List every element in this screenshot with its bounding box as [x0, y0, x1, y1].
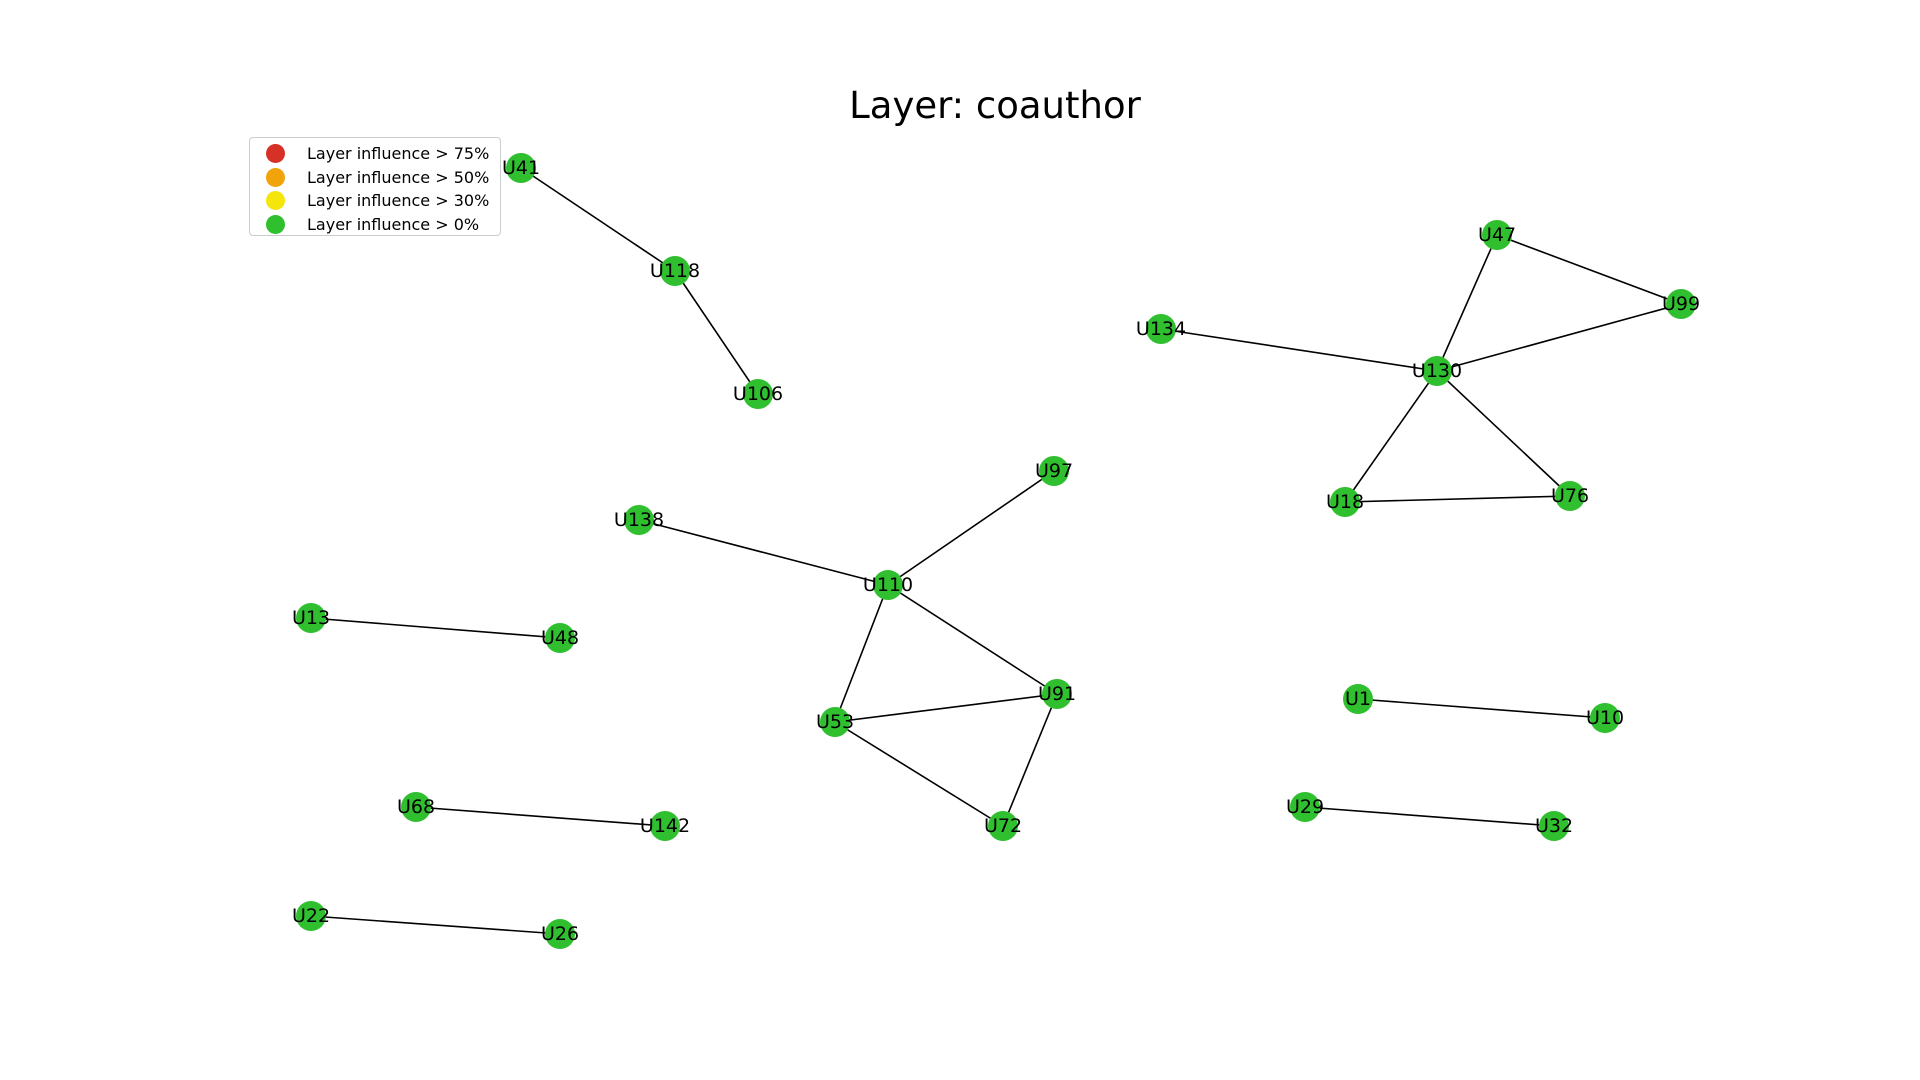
legend-item: Layer influence > 30%: [250, 189, 500, 213]
node-label-U72: U72: [984, 815, 1022, 837]
node-U41: [506, 153, 536, 183]
node-U91: [1042, 679, 1072, 709]
node-U97: [1039, 456, 1069, 486]
node-label-U32: U32: [1535, 815, 1573, 837]
node-label-U53: U53: [816, 711, 854, 733]
node-label-U47: U47: [1478, 224, 1516, 246]
legend-item: Layer influence > 0%: [250, 213, 500, 237]
edge-U110-U53: [834, 584, 889, 723]
legend-item: Layer influence > 50%: [250, 166, 500, 190]
node-label-U142: U142: [640, 815, 690, 837]
node-label-U76: U76: [1551, 485, 1589, 507]
edge-U29-U32: [1304, 806, 1555, 827]
node-label-U10: U10: [1586, 707, 1624, 729]
edge-U22-U26: [310, 915, 561, 935]
legend-label: Layer influence > 0%: [307, 214, 480, 234]
node-U142: [650, 811, 680, 841]
legend-label: Layer influence > 50%: [307, 167, 490, 187]
edge-U138-U110: [638, 519, 889, 586]
node-label-U134: U134: [1136, 318, 1186, 340]
edge-U53-U91: [834, 693, 1058, 723]
node-U138: [624, 505, 654, 535]
node-U32: [1539, 811, 1569, 841]
node-label-U41: U41: [502, 157, 540, 179]
node-label-U118: U118: [650, 260, 700, 282]
edge-U110-U97: [887, 470, 1055, 586]
node-label-U138: U138: [614, 509, 664, 531]
edge-U130-U18: [1344, 370, 1438, 503]
legend-item: Layer influence > 75%: [250, 142, 500, 166]
node-label-U106: U106: [733, 383, 783, 405]
node-U76: [1555, 481, 1585, 511]
chart-title: Layer: coauthor: [849, 84, 1141, 127]
edge-U130-U99: [1436, 303, 1682, 372]
node-U22: [296, 901, 326, 931]
node-U18: [1330, 487, 1360, 517]
edge-U130-U47: [1436, 234, 1498, 372]
node-label-U29: U29: [1286, 796, 1324, 818]
edge-U91-U72: [1002, 693, 1058, 827]
edge-U134-U130: [1160, 328, 1438, 372]
node-label-U13: U13: [292, 607, 330, 629]
node-U1: [1343, 684, 1373, 714]
node-U130: [1422, 356, 1452, 386]
node-U99: [1666, 289, 1696, 319]
node-label-U99: U99: [1662, 293, 1700, 315]
legend: Layer influence > 75% Layer influence > …: [249, 137, 501, 236]
edge-U47-U99: [1496, 234, 1682, 305]
node-label-U48: U48: [541, 627, 579, 649]
node-U29: [1290, 792, 1320, 822]
node-label-U68: U68: [397, 796, 435, 818]
node-U110: [873, 570, 903, 600]
node-U106: [743, 379, 773, 409]
edge-U68-U142: [415, 806, 666, 827]
node-label-U110: U110: [863, 574, 913, 596]
edge-U18-U76: [1344, 495, 1571, 503]
node-U72: [988, 811, 1018, 841]
edge-U41-U118: [520, 167, 676, 272]
legend-marker-green: [266, 214, 285, 234]
node-U13: [296, 603, 326, 633]
edge-U130-U76: [1436, 370, 1571, 497]
node-label-U1: U1: [1345, 688, 1371, 710]
edge-U1-U10: [1357, 698, 1606, 719]
legend-label: Layer influence > 75%: [307, 144, 490, 164]
legend-label: Layer influence > 30%: [307, 191, 490, 211]
node-U47: [1482, 220, 1512, 250]
node-label-U91: U91: [1038, 683, 1076, 705]
legend-marker-yellow: [266, 191, 285, 211]
node-label-U97: U97: [1035, 460, 1073, 482]
legend-marker-orange: [266, 167, 285, 187]
node-U134: [1146, 314, 1176, 344]
node-U48: [545, 623, 575, 653]
node-U10: [1590, 703, 1620, 733]
edge-U53-U72: [834, 721, 1004, 827]
legend-marker-red: [266, 144, 285, 164]
node-U53: [820, 707, 850, 737]
node-label-U130: U130: [1412, 360, 1462, 382]
node-label-U26: U26: [541, 923, 579, 945]
node-U118: [660, 256, 690, 286]
edge-U118-U106: [674, 270, 759, 395]
edge-U110-U91: [887, 584, 1058, 695]
node-label-U18: U18: [1326, 491, 1364, 513]
node-U68: [401, 792, 431, 822]
node-label-U22: U22: [292, 905, 330, 927]
edge-U13-U48: [310, 617, 561, 639]
node-U26: [545, 919, 575, 949]
